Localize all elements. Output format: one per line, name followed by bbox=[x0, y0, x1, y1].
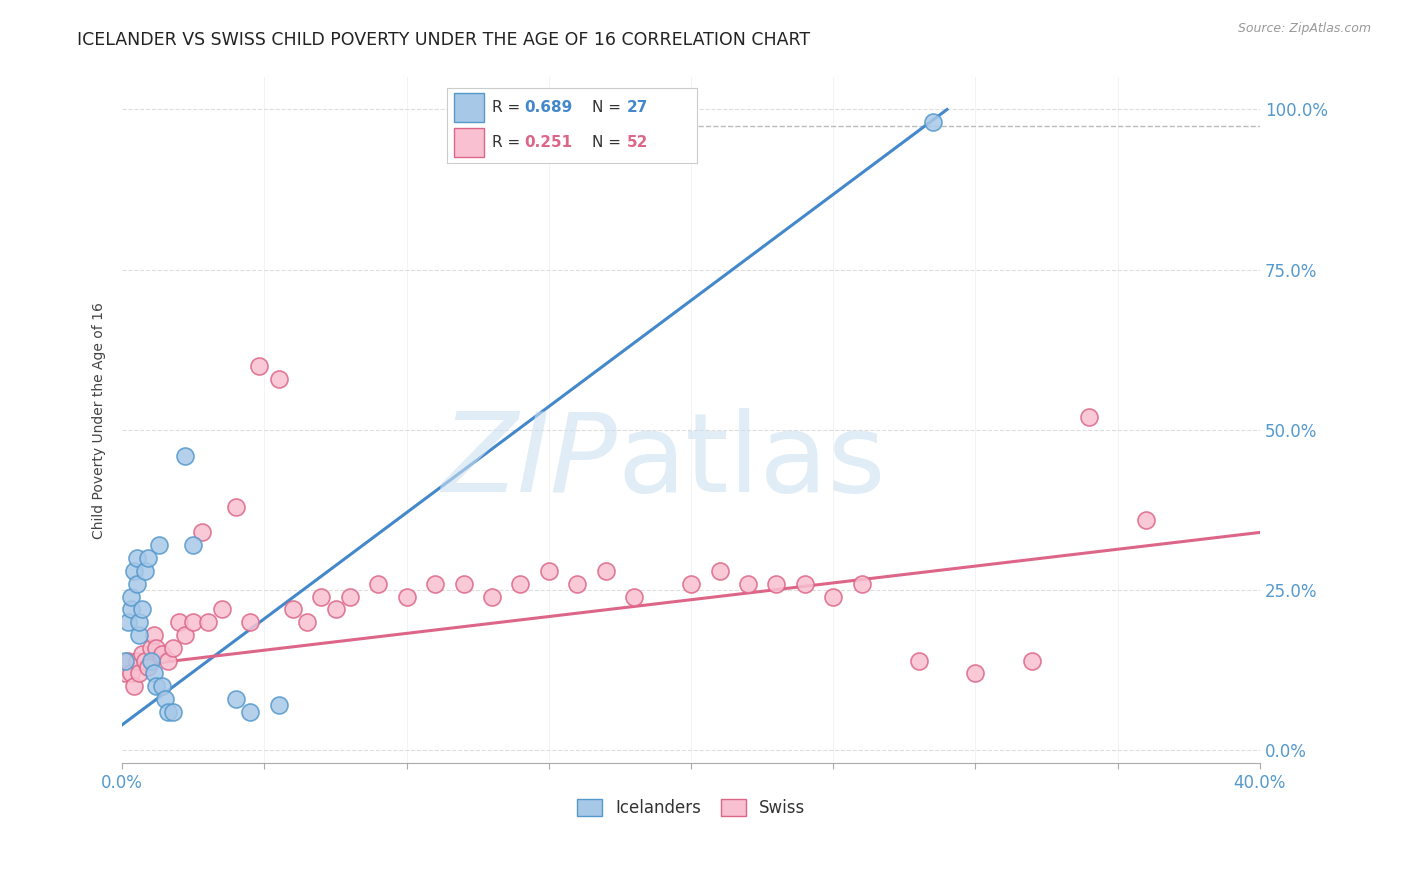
Point bbox=[162, 705, 184, 719]
Text: Source: ZipAtlas.com: Source: ZipAtlas.com bbox=[1237, 22, 1371, 36]
Point bbox=[921, 115, 943, 129]
Point bbox=[247, 359, 270, 373]
Point bbox=[295, 615, 318, 629]
Point bbox=[122, 564, 145, 578]
Point bbox=[367, 576, 389, 591]
Y-axis label: Child Poverty Under the Age of 16: Child Poverty Under the Age of 16 bbox=[93, 301, 107, 539]
Point bbox=[823, 590, 845, 604]
Point bbox=[128, 615, 150, 629]
Point bbox=[128, 666, 150, 681]
Point bbox=[211, 602, 233, 616]
Point bbox=[651, 115, 673, 129]
Point bbox=[267, 698, 290, 713]
Point bbox=[239, 705, 262, 719]
Point bbox=[120, 602, 142, 616]
Point bbox=[481, 590, 503, 604]
Point bbox=[325, 602, 347, 616]
Point bbox=[225, 500, 247, 514]
Point bbox=[131, 647, 153, 661]
Point bbox=[339, 590, 361, 604]
Point bbox=[311, 590, 333, 604]
Point bbox=[681, 576, 703, 591]
Point bbox=[139, 654, 162, 668]
Point bbox=[131, 602, 153, 616]
Point bbox=[148, 538, 170, 552]
Point bbox=[122, 679, 145, 693]
Point bbox=[162, 640, 184, 655]
Point bbox=[197, 615, 219, 629]
Point bbox=[851, 576, 873, 591]
Point bbox=[142, 666, 165, 681]
Point bbox=[142, 628, 165, 642]
Point bbox=[136, 551, 159, 566]
Point bbox=[120, 590, 142, 604]
Point bbox=[128, 628, 150, 642]
Point bbox=[1135, 513, 1157, 527]
Point bbox=[136, 660, 159, 674]
Point bbox=[183, 538, 205, 552]
Point bbox=[595, 564, 617, 578]
Legend: Icelanders, Swiss: Icelanders, Swiss bbox=[569, 792, 813, 823]
Point bbox=[395, 590, 418, 604]
Point bbox=[114, 654, 136, 668]
Point bbox=[173, 449, 195, 463]
Point bbox=[183, 615, 205, 629]
Point bbox=[1078, 410, 1101, 425]
Point bbox=[150, 647, 173, 661]
Point bbox=[453, 576, 475, 591]
Point bbox=[567, 576, 589, 591]
Point bbox=[423, 576, 446, 591]
Point bbox=[965, 666, 987, 681]
Point bbox=[156, 654, 179, 668]
Point bbox=[134, 564, 156, 578]
Text: atlas: atlas bbox=[617, 408, 886, 515]
Point bbox=[191, 525, 214, 540]
Point bbox=[709, 564, 731, 578]
Point bbox=[145, 679, 167, 693]
Point bbox=[765, 576, 787, 591]
Point bbox=[225, 692, 247, 706]
Point bbox=[239, 615, 262, 629]
Text: ICELANDER VS SWISS CHILD POVERTY UNDER THE AGE OF 16 CORRELATION CHART: ICELANDER VS SWISS CHILD POVERTY UNDER T… bbox=[77, 31, 810, 49]
Point bbox=[167, 615, 190, 629]
Point bbox=[1021, 654, 1043, 668]
Point bbox=[737, 576, 759, 591]
Point bbox=[153, 692, 176, 706]
Point bbox=[125, 654, 148, 668]
Point bbox=[134, 654, 156, 668]
Point bbox=[156, 705, 179, 719]
Point bbox=[509, 576, 531, 591]
Point bbox=[537, 564, 560, 578]
Text: ZIP: ZIP bbox=[441, 408, 617, 515]
Point bbox=[145, 640, 167, 655]
Point bbox=[139, 640, 162, 655]
Point bbox=[114, 666, 136, 681]
Point bbox=[120, 666, 142, 681]
Point bbox=[117, 615, 139, 629]
Point bbox=[125, 551, 148, 566]
Point bbox=[623, 590, 645, 604]
Point bbox=[281, 602, 304, 616]
Point bbox=[150, 679, 173, 693]
Point bbox=[117, 654, 139, 668]
Point bbox=[173, 628, 195, 642]
Point bbox=[907, 654, 929, 668]
Point bbox=[267, 371, 290, 385]
Point bbox=[793, 576, 815, 591]
Point bbox=[125, 576, 148, 591]
